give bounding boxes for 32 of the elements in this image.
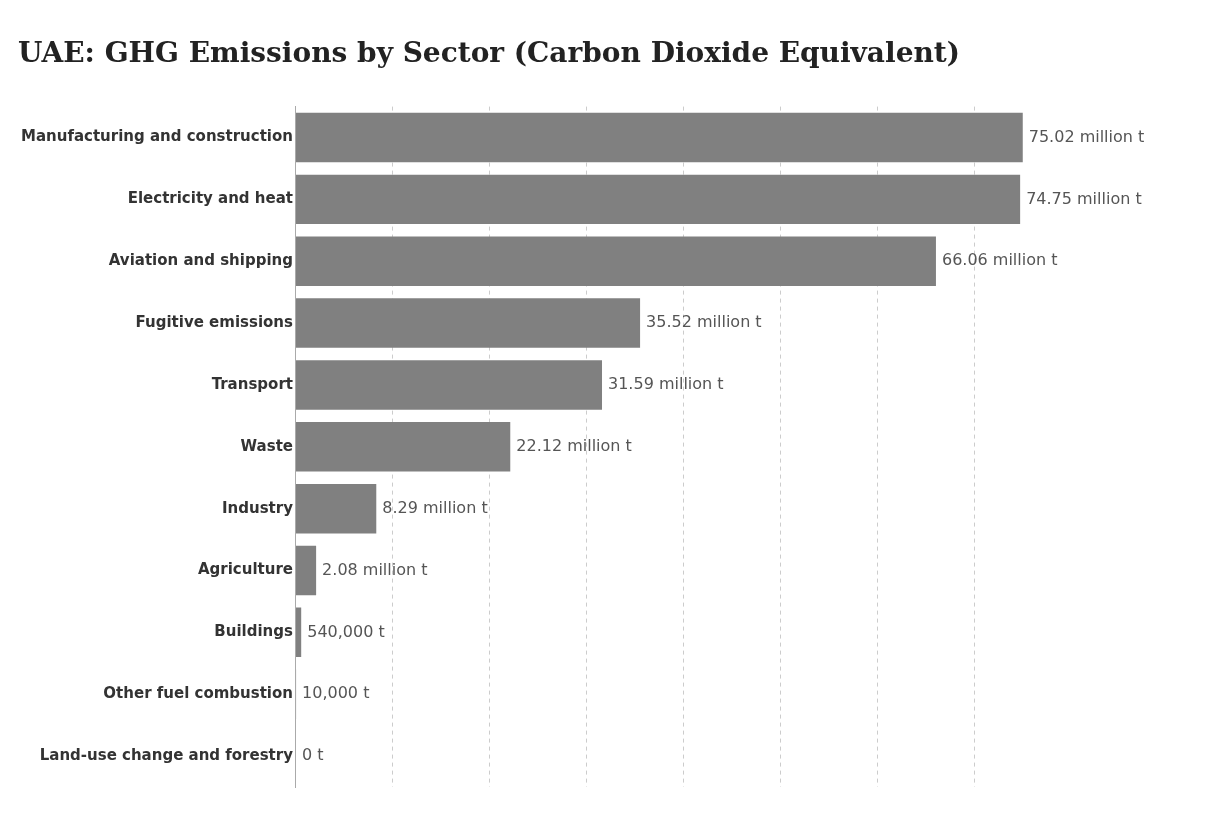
data-label: 8.29 million t bbox=[382, 497, 488, 517]
data-label: 0 t bbox=[301, 745, 324, 765]
bar bbox=[295, 112, 1023, 163]
bar bbox=[295, 422, 511, 472]
bar bbox=[295, 607, 302, 658]
y-tick-label: Land-use change and forestry bbox=[39, 745, 294, 764]
data-label: 10,000 t bbox=[302, 683, 370, 703]
y-tick-label: Buildings bbox=[214, 622, 294, 641]
y-tick-label: Industry bbox=[222, 498, 294, 517]
y-tick-label: Waste bbox=[240, 436, 293, 455]
data-label: 75.02 million t bbox=[1028, 126, 1145, 146]
chart-title: UAE: GHG Emissions by Sector (Carbon Dioxide Equivalent) bbox=[18, 36, 961, 70]
data-label: 31.59 million t bbox=[608, 374, 724, 394]
y-tick-label: Electricity and heat bbox=[127, 189, 293, 208]
data-label: 66.06 million t bbox=[941, 250, 1058, 270]
data-label: 35.52 million t bbox=[646, 312, 762, 332]
data-label: 22.12 million t bbox=[516, 435, 632, 455]
y-tick-label: Agriculture bbox=[197, 560, 293, 579]
y-tick-label: Aviation and shipping bbox=[108, 251, 293, 270]
y-tick-label: Fugitive emissions bbox=[135, 312, 294, 331]
y-tick-label: Transport bbox=[211, 374, 293, 393]
bar bbox=[295, 360, 603, 410]
bar bbox=[295, 483, 377, 534]
data-label: 2.08 million t bbox=[322, 559, 428, 579]
bar bbox=[295, 545, 317, 596]
y-tick-label: Other fuel combustion bbox=[103, 684, 293, 703]
data-label: 74.75 million t bbox=[1026, 188, 1142, 208]
bar bbox=[295, 298, 641, 348]
bar bbox=[295, 174, 1021, 225]
bar bbox=[295, 236, 936, 286]
y-tick-label: Manufacturing and construction bbox=[20, 127, 293, 146]
data-label: 540,000 t bbox=[307, 621, 385, 641]
